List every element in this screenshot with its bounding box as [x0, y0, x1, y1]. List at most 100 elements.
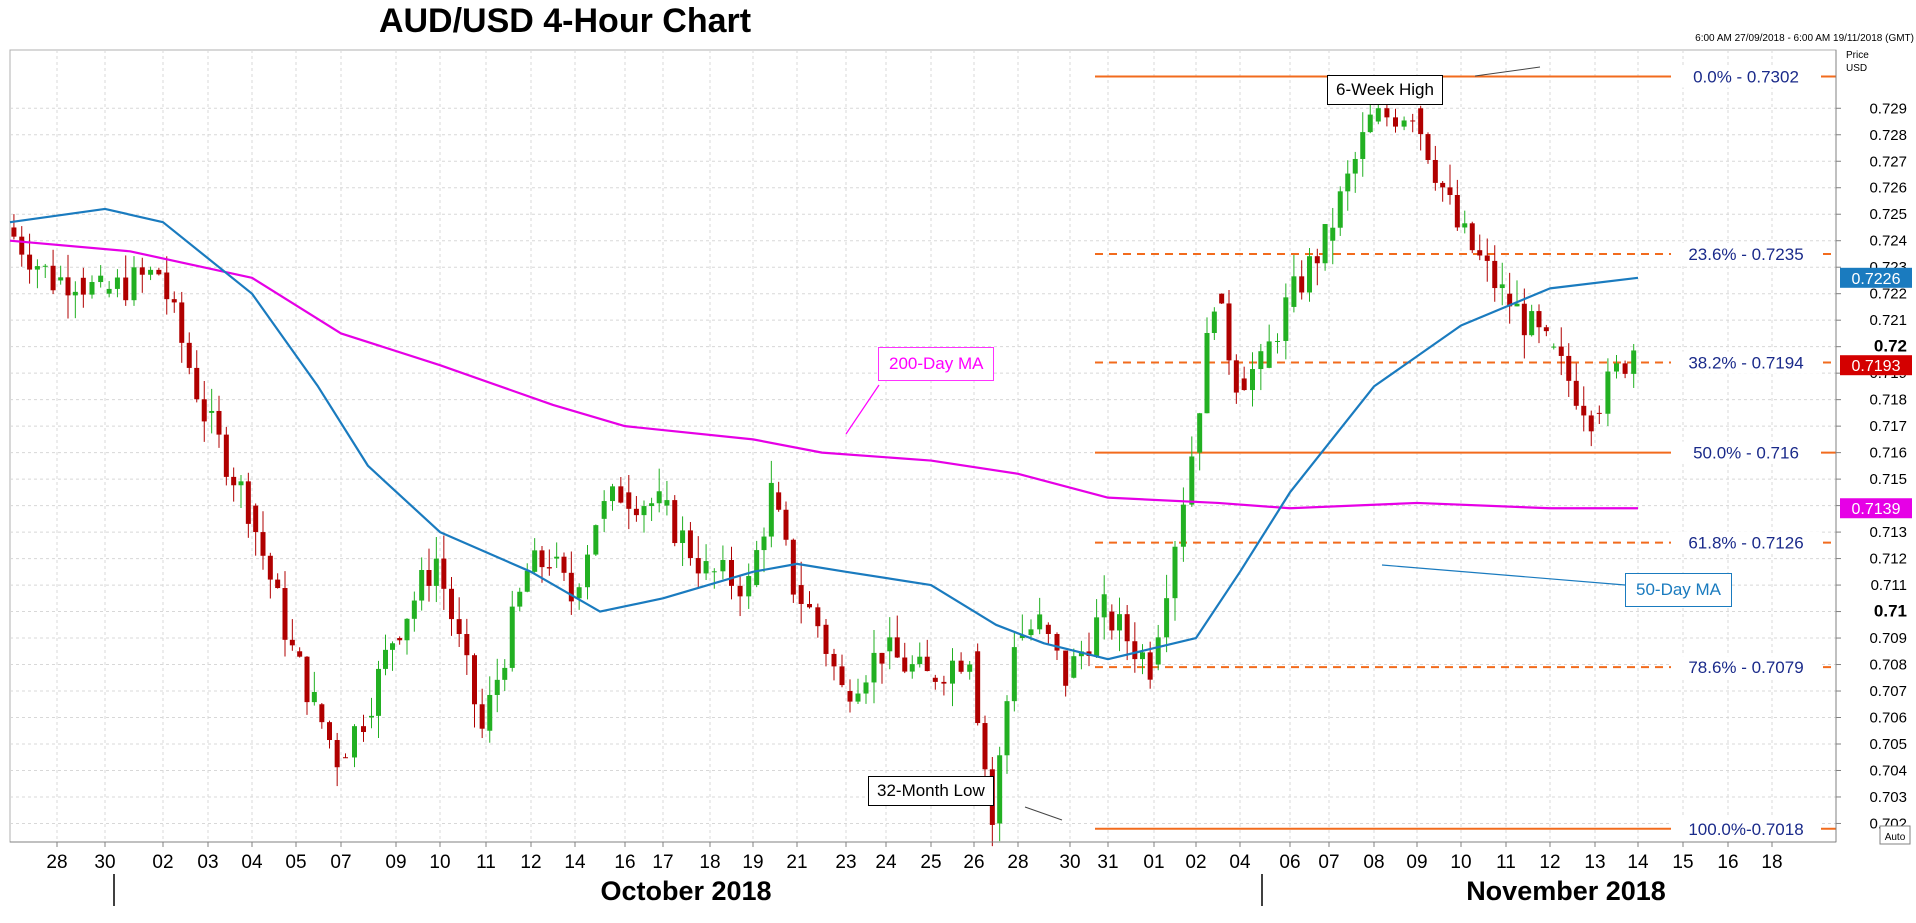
x-tick-label: 17	[652, 852, 673, 873]
candle-body	[297, 651, 303, 657]
x-tick-label: 11	[476, 852, 496, 873]
candle-body	[34, 266, 40, 270]
candle-body	[1454, 194, 1460, 228]
candle-body	[1011, 647, 1017, 702]
candle-body	[1211, 311, 1217, 333]
candle-body	[1360, 132, 1366, 159]
candle-body	[1514, 303, 1520, 307]
y-tick-label: 0.715	[1869, 471, 1907, 488]
candle-body	[975, 651, 981, 724]
candle-body	[209, 410, 215, 413]
y-tick-label: 0.725	[1869, 206, 1907, 223]
candle-body	[672, 500, 678, 544]
price-tag	[1840, 355, 1912, 376]
x-tick-label: 14	[1627, 852, 1649, 873]
candle-body	[761, 536, 767, 551]
y-tick-label: 0.722	[1869, 286, 1907, 303]
x-tick-label: 18	[699, 852, 720, 873]
candle-body	[798, 585, 804, 604]
candle-body	[871, 652, 877, 683]
candle-body	[502, 667, 508, 680]
candle-body	[746, 576, 752, 597]
candle-body	[941, 681, 947, 684]
x-tick-label: 15	[1672, 852, 1693, 873]
candle-body	[1596, 412, 1602, 414]
candle-body	[902, 657, 908, 672]
candle-body	[711, 571, 717, 573]
candle-body	[894, 637, 900, 658]
candle-body	[1307, 256, 1312, 293]
ma200-pointer	[845, 384, 880, 435]
candle-body	[1529, 311, 1535, 336]
y-tick-label: 0.727	[1869, 153, 1907, 170]
y-tick-label: 0.728	[1869, 127, 1907, 144]
y-tick-label: 0.707	[1869, 683, 1907, 700]
candle-body	[419, 570, 425, 601]
x-tick-label: 01	[1143, 852, 1164, 873]
high-pointer	[1474, 66, 1541, 77]
candle-body	[1447, 187, 1453, 195]
fib-label: 38.2% - 0.7194	[1688, 354, 1803, 373]
candle-body	[695, 558, 701, 574]
candle-body	[1219, 293, 1225, 304]
candle-body	[156, 269, 162, 275]
candle-body	[319, 704, 325, 723]
fib-label: 23.6% - 0.7235	[1688, 245, 1803, 264]
x-tick-label: 04	[241, 852, 263, 873]
candle-body	[641, 506, 647, 516]
candle-body	[585, 554, 590, 588]
candle-body	[369, 715, 374, 718]
candle-body	[839, 666, 845, 686]
candle-body	[790, 539, 796, 595]
x-tick-label: 04	[1229, 852, 1251, 873]
fib-label-bg	[1671, 817, 1821, 840]
price-tag-label: 0.7226	[1852, 271, 1901, 288]
x-tick-label: 16	[614, 852, 635, 873]
candle-body	[967, 664, 973, 672]
candle-body	[776, 492, 782, 510]
candle-body	[1037, 614, 1043, 630]
candle-body	[737, 585, 743, 597]
candle-body	[1401, 120, 1407, 127]
y-tick-label: 0.717	[1869, 418, 1907, 435]
candle-body	[334, 740, 340, 768]
chart-title: AUD/USD 4-Hour Chart	[378, 2, 752, 40]
candle-body	[1275, 340, 1280, 342]
candle-body	[1614, 363, 1619, 372]
candle-body	[148, 269, 154, 275]
low-pointer	[1024, 806, 1063, 821]
plot-area	[9, 49, 1837, 843]
fibonacci-levels: 0.0% - 0.7302 23.6% - 0.7235 38.2% - 0.719…	[1095, 65, 1836, 840]
axes: Price USD 0.729 0.728 0.727 0.726 0.725 0.724 0.…	[10, 50, 1912, 906]
candle-body	[509, 606, 515, 668]
candle-body	[1521, 303, 1527, 336]
candle-body	[164, 272, 170, 300]
candle-body	[1094, 617, 1100, 656]
candle-body	[532, 550, 538, 572]
candle-body	[245, 481, 251, 524]
candle-body	[352, 726, 357, 758]
price-tag-label: 0.7139	[1852, 501, 1901, 518]
candle-body	[1117, 614, 1122, 631]
x-tick-label: 02	[1185, 852, 1206, 873]
candle-body	[1078, 651, 1084, 657]
auto-button-box	[1879, 825, 1911, 845]
fib-label-bg	[1671, 242, 1821, 265]
x-tick-label: 28	[1007, 852, 1028, 873]
ma50-label: 50-Day MA	[1625, 573, 1733, 607]
candle-body	[1071, 656, 1077, 678]
candle-body	[539, 550, 545, 568]
price-tag	[1840, 498, 1912, 519]
candle-body	[1605, 371, 1611, 414]
candle-body	[65, 277, 71, 296]
candle-body	[524, 570, 530, 592]
x-tick-label: 02	[152, 852, 173, 873]
candle-body	[494, 679, 500, 695]
candle-body	[89, 282, 95, 295]
candle-body	[464, 634, 470, 656]
candle-body	[80, 277, 86, 295]
x-tick-label: 07	[330, 852, 351, 873]
candle-body	[186, 342, 192, 368]
candle-body	[1063, 650, 1069, 686]
candle-body	[754, 550, 760, 586]
